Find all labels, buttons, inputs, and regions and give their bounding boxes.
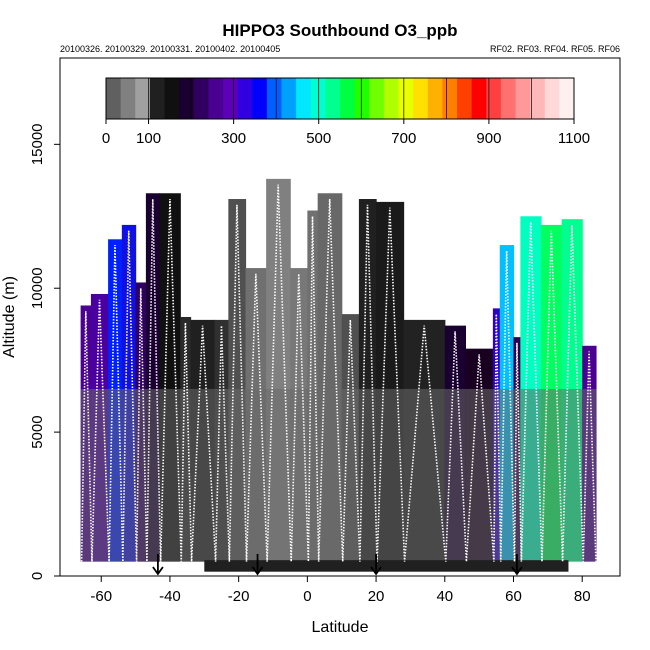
colorbar-swatch-4 [164,78,180,119]
colorbar-swatch-22 [427,78,443,119]
curtain-lower-25 [520,388,542,562]
chart-title: HIPPO3 Southbound O3_ppb [222,21,457,40]
x-tick-label-6: 60 [505,588,522,605]
colorbar-swatch-2 [135,78,151,119]
colorbar-swatch-28 [515,78,531,119]
curtain-lower-3 [121,388,137,562]
curtain-lower-26 [540,388,563,562]
x-tick-label-0: -60 [90,588,112,605]
curtain-lower-9 [214,388,229,562]
colorbar-swatch-27 [500,78,516,119]
colorbar-tick-label-3: 500 [306,130,331,147]
arrow-head-1 [251,566,264,576]
curtain-lower-4 [135,388,147,562]
arrow-markers [152,554,523,576]
arrow-head-2 [370,566,382,576]
colorbar-tick-label-5: 900 [476,130,501,147]
colorbar-swatch-18 [369,78,385,119]
colorbar: 0 100 300 500 700 900 1100 [102,77,590,147]
colorbar-tick-label-2: 300 [221,130,246,147]
colorbar-swatch-16 [340,78,356,119]
colorbar-swatch-8 [223,78,239,119]
colorbar-swatch-10 [252,78,268,119]
colorbar-swatch-3 [149,78,165,119]
colorbar-swatch-6 [193,78,209,119]
colorbar-tick-label-0: 0 [102,130,110,147]
colorbar-tick-label-1: 100 [136,130,161,147]
arrow-head-3 [511,566,523,576]
colorbar-swatch-1 [120,78,136,119]
curtain-lower-1 [90,388,109,562]
colorbar-swatch-17 [354,78,370,119]
colorbar-swatch-13 [296,78,312,119]
colorbar-swatch-31 [559,78,575,119]
colorbar-swatch-25 [471,78,487,119]
plot-frame [59,57,621,577]
flight-track-line [80,184,597,562]
y-tick-label-3: 15000 [29,123,46,165]
x-tick-label-3: 0 [303,588,311,605]
colorbar-tick-label-6: 1100 [558,130,590,147]
colorbar-swatch-0 [106,78,122,119]
colorbar-swatch-7 [208,78,224,119]
colorbar-tick-label-4: 700 [391,130,416,147]
x-tick-label-5: 40 [436,588,453,605]
colorbar-swatch-26 [486,78,502,119]
colorbar-swatch-23 [442,78,458,119]
colorbar-swatch-19 [383,78,399,119]
arrow-head-0 [152,566,164,576]
curtain-lower-10 [228,388,247,562]
y-axis: 0 5000 10000 15000 [29,123,60,580]
curtain-lower-27 [561,388,583,562]
curtain-lower-15 [317,388,343,562]
y-axis-label: Altitude (m) [1,276,18,358]
x-tick-label-2: -20 [228,588,250,605]
plot-area [80,178,597,572]
colorbar-swatch-30 [544,78,560,119]
y-tick-label-1: 5000 [29,415,46,448]
curtain-column-14 [307,210,319,562]
chart-subtitle-right: RF02. RF03. RF04. RF05. RF06 [490,44,620,54]
x-axis-label: Latitude [312,619,369,636]
curtain-lower-2 [108,388,123,562]
colorbar-swatch-12 [281,78,297,119]
colorbar-swatch-14 [310,78,326,119]
curtain-lower-0 [80,388,92,562]
curtain-lower-19 [403,388,446,562]
curtain-lower-18 [376,388,405,562]
curtain-lower-7 [180,388,192,562]
curtain-lower-24 [513,388,521,562]
x-tick-label-4: 20 [368,588,385,605]
curtain-lower-22 [492,388,501,562]
colorbar-swatch-15 [325,78,341,119]
flight-track [80,184,597,562]
chart-subtitle-left: 20100326. 20100329. 20100331. 20100402. … [60,44,280,54]
surface-band [204,560,569,572]
curtain-lower-28 [582,388,597,562]
colorbar-swatch-29 [530,78,546,119]
curtain-lower-6 [159,388,181,562]
y-tick-label-0: 0 [29,572,46,580]
curtain-lower-21 [465,388,494,562]
colorbar-swatch-11 [266,78,282,119]
curtain-lower-20 [444,388,466,562]
y-tick-label-2: 10000 [29,267,46,309]
x-tick-label-1: -40 [159,588,181,605]
curtain-lower-14 [307,388,319,562]
x-tick-label-7: 80 [574,588,591,605]
colorbar-swatch-24 [457,78,473,119]
colorbar-swatch-21 [413,78,429,119]
x-axis: -60 -40 -20 0 20 40 60 80 [90,576,591,605]
colorbar-swatch-5 [179,78,195,119]
colorbar-swatch-9 [237,78,253,119]
colorbar-swatch-20 [398,78,414,119]
curtain-lower-5 [145,388,161,562]
